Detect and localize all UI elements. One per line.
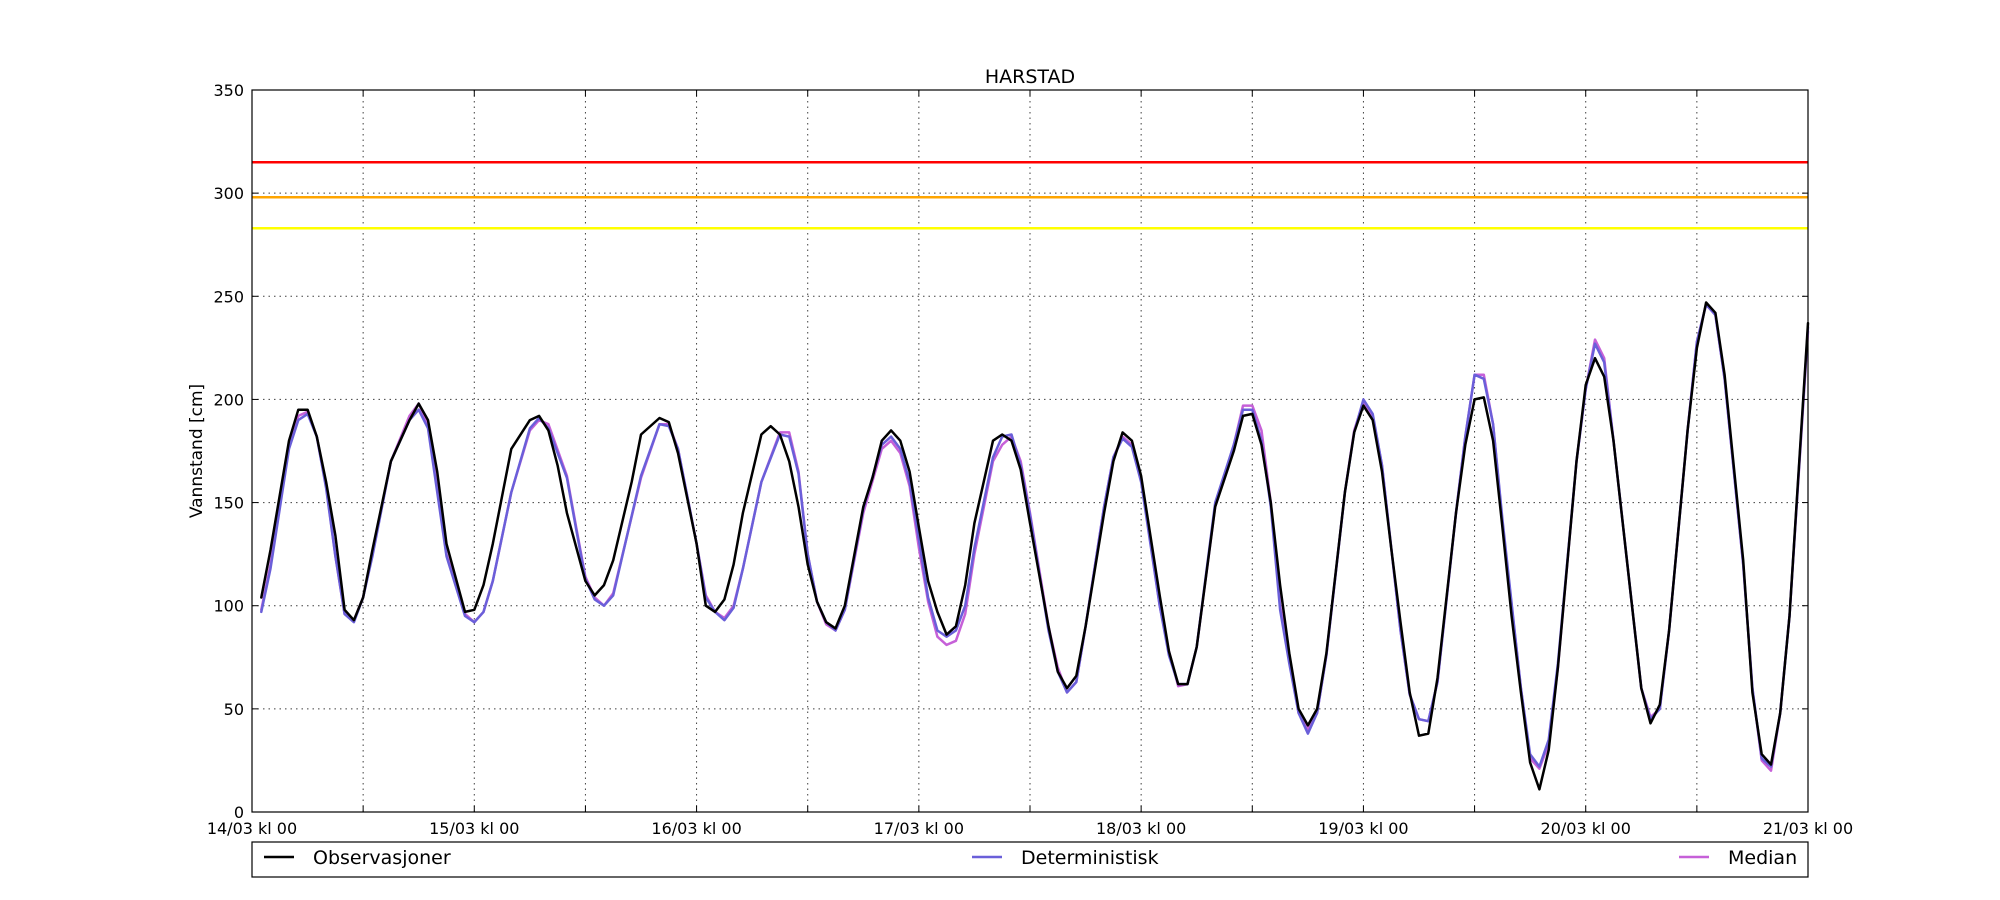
x-tick-label: 16/03 kl 00 (651, 819, 741, 838)
y-tick-label: 250 (213, 287, 244, 306)
legend-frame (251, 841, 1809, 878)
y-axis-label: Vannstand [cm] (187, 384, 207, 518)
x-tick-label: 18/03 kl 00 (1096, 819, 1186, 838)
series-line-observasjoner (260, 301, 1810, 791)
y-tick-label: 100 (213, 597, 244, 616)
y-tick-label: 300 (213, 184, 244, 203)
y-tick-label: 200 (213, 390, 244, 409)
series-lines (260, 301, 1810, 791)
legend-label-deterministisk: Deterministisk (1021, 847, 1159, 869)
y-tick-label: 0 (234, 803, 244, 822)
threshold-lines (252, 160, 1808, 230)
x-tick-label: 21/03 kl 00 (1763, 819, 1853, 838)
y-tick-label: 50 (224, 700, 244, 719)
y-tick-label: 350 (213, 81, 244, 100)
x-tick-label: 17/03 kl 00 (874, 819, 964, 838)
legend-label-observasjoner: Observasjoner (313, 847, 451, 869)
y-tick-label: 150 (213, 494, 244, 513)
legend-label-median: Median (1728, 847, 1797, 869)
x-tick-label: 14/03 kl 00 (207, 819, 297, 838)
grid (252, 90, 1808, 812)
chart-title: HARSTAD (985, 66, 1075, 88)
x-tick-label: 19/03 kl 00 (1318, 819, 1408, 838)
x-tick-label: 20/03 kl 00 (1541, 819, 1631, 838)
axis-ticks: 0 50 100 150 200 250 300 350 14/03 kl 00 15/03 kl… (207, 81, 1853, 838)
x-tick-label: 15/03 kl 00 (429, 819, 519, 838)
legend: Observasjoner Deterministisk Median (251, 841, 1809, 878)
